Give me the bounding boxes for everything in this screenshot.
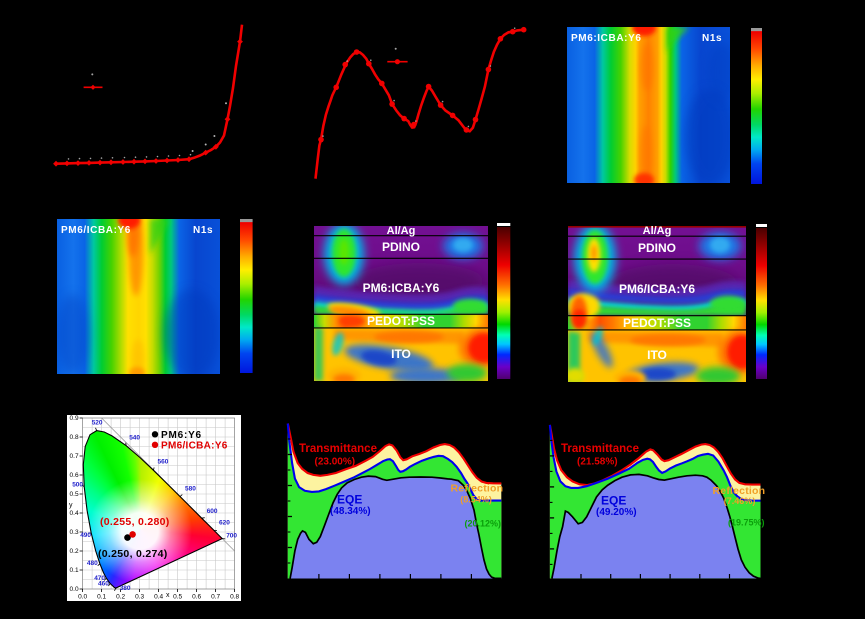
svg-text:Reflection: Reflection — [713, 485, 766, 497]
svg-text:0.3: 0.3 — [70, 529, 79, 536]
svg-text:700: 700 — [226, 533, 237, 540]
svg-text:(0.255, 0.280): (0.255, 0.280) — [100, 516, 170, 528]
svg-text:560: 560 — [158, 458, 169, 465]
svg-text:(21.58%): (21.58%) — [577, 457, 618, 468]
svg-text:520: 520 — [92, 420, 103, 427]
svg-text:(20.12%): (20.12%) — [465, 519, 502, 529]
svg-text:580: 580 — [185, 486, 196, 493]
svg-text:470: 470 — [94, 575, 105, 582]
svg-text:(48.34%): (48.34%) — [330, 506, 371, 517]
svg-text:PM6:Y6: PM6:Y6 — [161, 430, 202, 441]
svg-text:0.7: 0.7 — [70, 453, 79, 460]
svg-text:PM6/ICBA:Y6: PM6/ICBA:Y6 — [161, 441, 228, 452]
svg-text:0.5: 0.5 — [70, 491, 79, 498]
svg-text:500: 500 — [72, 482, 83, 489]
svg-text:0.1: 0.1 — [97, 594, 106, 601]
svg-text:Transmittance: Transmittance — [561, 443, 639, 455]
svg-text:y: y — [69, 502, 73, 509]
svg-text:380: 380 — [120, 585, 131, 592]
svg-text:0.1: 0.1 — [70, 567, 79, 574]
svg-text:Transmittance: Transmittance — [299, 443, 377, 455]
svg-text:0.0: 0.0 — [78, 594, 87, 601]
svg-text:0.3: 0.3 — [135, 594, 144, 601]
svg-text:x: x — [166, 592, 170, 599]
svg-text:(19.75%): (19.75%) — [728, 518, 765, 528]
svg-text:0.2: 0.2 — [70, 548, 79, 555]
svg-text:0.2: 0.2 — [116, 594, 125, 601]
svg-text:540: 540 — [129, 435, 140, 442]
svg-text:0.4: 0.4 — [70, 510, 79, 517]
svg-text:EQE: EQE — [601, 494, 626, 508]
svg-text:460: 460 — [98, 580, 109, 587]
svg-text:0.4: 0.4 — [154, 594, 163, 601]
svg-text:EQE: EQE — [337, 493, 362, 507]
svg-text:(23.00%): (23.00%) — [315, 457, 356, 468]
svg-text:(7.46%): (7.46%) — [724, 496, 756, 506]
svg-text:600: 600 — [207, 508, 218, 515]
svg-text:Reflection: Reflection — [451, 483, 504, 495]
svg-text:0.7: 0.7 — [211, 594, 220, 601]
svg-text:0.0: 0.0 — [70, 586, 79, 593]
svg-text:(49.20%): (49.20%) — [596, 507, 637, 518]
svg-text:0.9: 0.9 — [70, 415, 79, 422]
svg-text:0.8: 0.8 — [230, 594, 239, 601]
svg-text:(8.54%): (8.54%) — [460, 495, 492, 505]
svg-text:0.5: 0.5 — [173, 594, 182, 601]
svg-text:620: 620 — [219, 519, 230, 526]
svg-text:0.6: 0.6 — [192, 594, 201, 601]
svg-text:0.8: 0.8 — [70, 434, 79, 441]
svg-text:0.6: 0.6 — [70, 472, 79, 479]
svg-text:490: 490 — [80, 532, 91, 539]
svg-text:480: 480 — [87, 560, 98, 567]
svg-text:(0.250, 0.274): (0.250, 0.274) — [98, 548, 168, 560]
